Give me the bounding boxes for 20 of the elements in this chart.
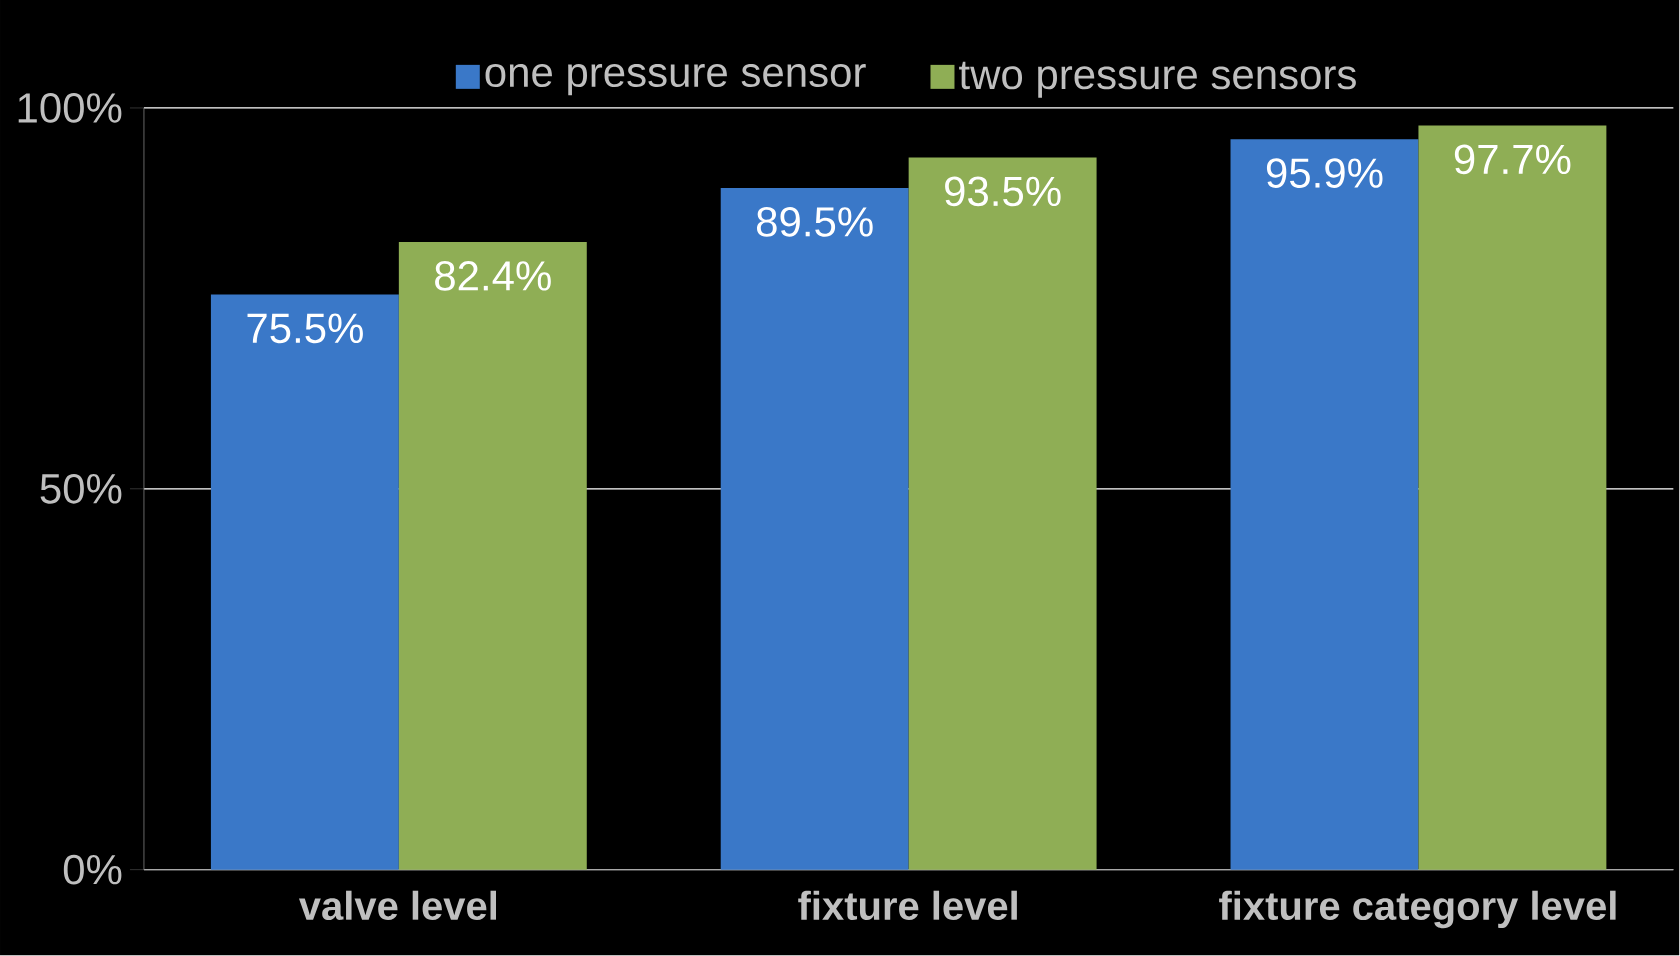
y-tick-label: 0% [63,854,122,885]
y-tick-label: 50% [40,474,122,504]
y-tick-label: 100% [18,93,122,123]
x-tick-label: valve level [298,890,496,921]
bar [398,242,587,870]
legend-label: one pressure sensor [485,64,866,96]
bar [1230,139,1419,870]
x-tick-label: fixture level [798,890,1017,921]
bar [210,294,399,870]
data-label: 89.5% [756,207,873,237]
bar [1418,125,1607,870]
data-label: 75.5% [247,313,363,344]
x-tick-label: fixture category level [1219,890,1616,929]
data-label: 97.7% [1454,144,1571,175]
legend-label: two pressure sensors [959,61,1356,98]
data-label: 95.9% [1266,158,1383,189]
bar [720,188,909,870]
data-label: 82.4% [435,261,551,291]
bar [908,157,1097,870]
data-label: 93.5% [945,176,1061,207]
